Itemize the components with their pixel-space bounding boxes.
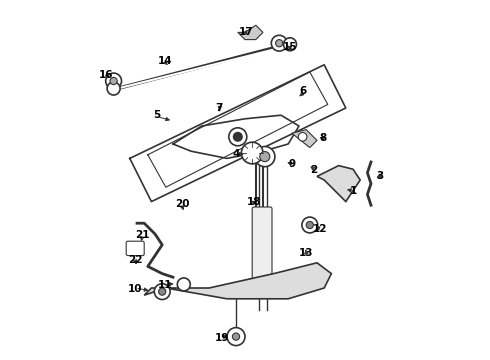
- Circle shape: [275, 40, 283, 47]
- Text: 17: 17: [239, 27, 253, 37]
- Text: 8: 8: [320, 132, 327, 143]
- Text: 5: 5: [153, 110, 161, 120]
- Text: 7: 7: [216, 103, 223, 113]
- Circle shape: [110, 77, 117, 85]
- Text: 19: 19: [215, 333, 229, 343]
- Circle shape: [233, 132, 242, 141]
- Text: 18: 18: [247, 197, 261, 207]
- Text: 10: 10: [128, 284, 143, 294]
- Polygon shape: [292, 130, 317, 148]
- Text: 13: 13: [299, 248, 314, 258]
- Text: 4: 4: [232, 149, 240, 159]
- Text: 9: 9: [288, 159, 295, 169]
- Text: 2: 2: [311, 165, 318, 175]
- Text: 3: 3: [377, 171, 384, 181]
- Circle shape: [284, 38, 296, 51]
- Circle shape: [302, 217, 318, 233]
- Text: 20: 20: [175, 199, 189, 210]
- Circle shape: [159, 288, 166, 295]
- Polygon shape: [317, 166, 360, 202]
- FancyBboxPatch shape: [126, 241, 144, 256]
- Text: 14: 14: [158, 56, 172, 66]
- Text: 12: 12: [313, 224, 327, 234]
- Text: 16: 16: [99, 69, 114, 80]
- Text: 11: 11: [158, 280, 172, 290]
- Circle shape: [232, 333, 240, 340]
- Circle shape: [229, 128, 247, 146]
- Circle shape: [298, 132, 307, 141]
- Circle shape: [271, 35, 287, 51]
- Circle shape: [255, 147, 275, 167]
- Circle shape: [242, 142, 263, 164]
- Circle shape: [106, 73, 122, 89]
- Text: 15: 15: [283, 42, 297, 52]
- Circle shape: [107, 82, 120, 95]
- Circle shape: [306, 221, 314, 229]
- Circle shape: [227, 328, 245, 346]
- Circle shape: [177, 278, 190, 291]
- Circle shape: [154, 284, 170, 300]
- FancyBboxPatch shape: [252, 207, 272, 283]
- Polygon shape: [144, 263, 331, 299]
- Polygon shape: [238, 25, 263, 40]
- Text: 22: 22: [128, 255, 143, 265]
- Circle shape: [260, 152, 270, 162]
- Text: 6: 6: [299, 86, 306, 96]
- Text: 1: 1: [349, 186, 357, 196]
- Text: 21: 21: [135, 230, 149, 240]
